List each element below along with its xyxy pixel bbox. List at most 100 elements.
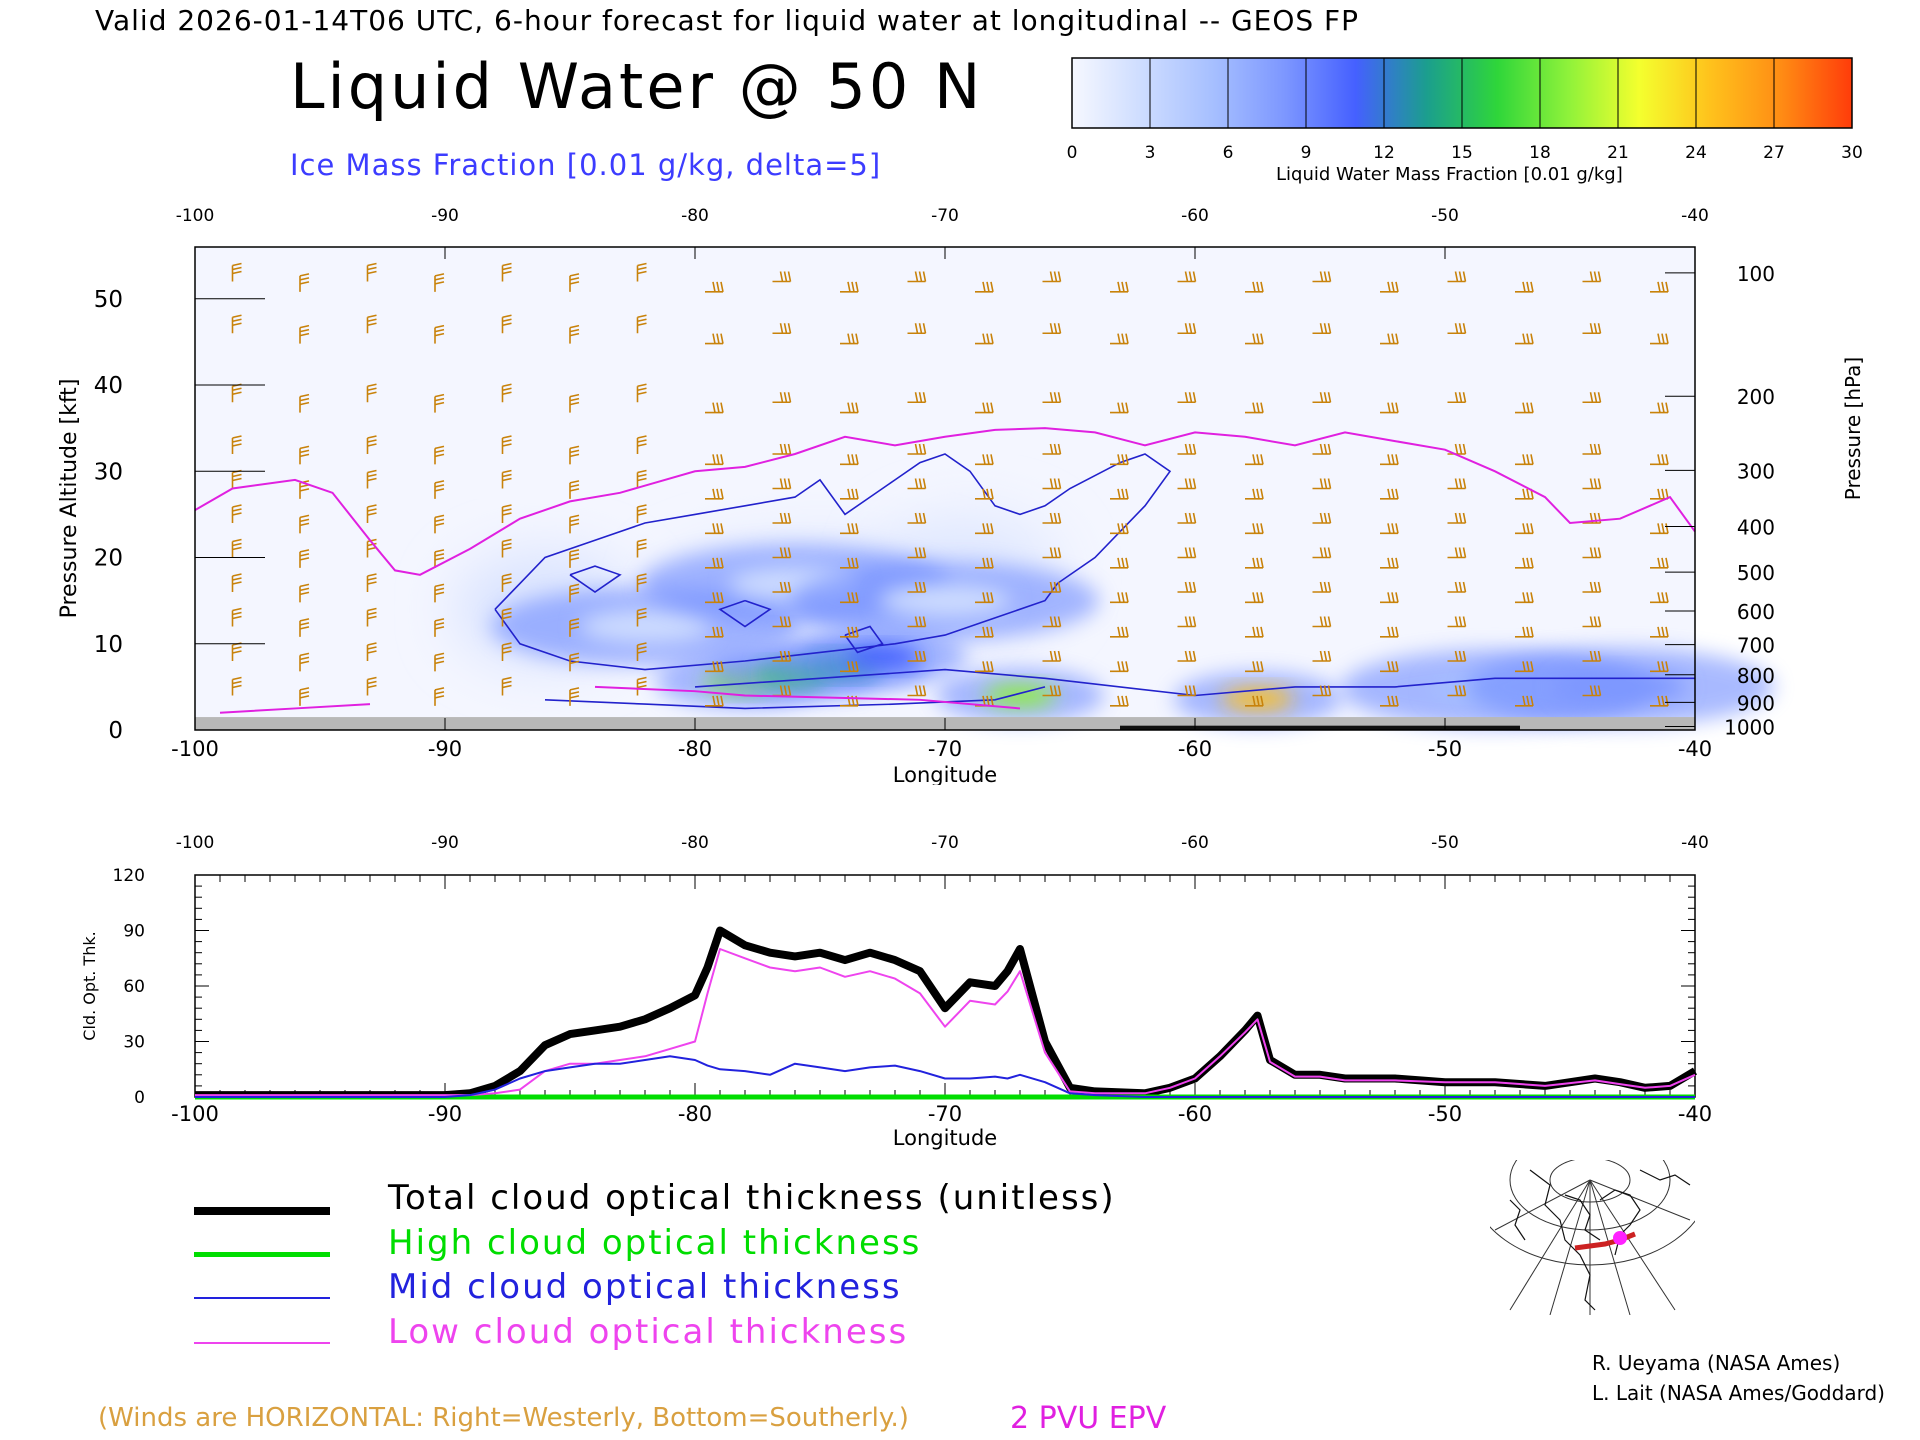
wind-barb bbox=[907, 323, 927, 335]
wind-barb bbox=[231, 676, 242, 696]
liquid-water-cross-section: -100 -100 -90 -90 -80 -80 -70 -70 -60 -60 -50 -50 -4… bbox=[57, 206, 1865, 785]
wind-barb bbox=[1380, 333, 1399, 345]
wind-barb bbox=[772, 616, 792, 628]
series-line-3 bbox=[195, 948, 1696, 1097]
x-tick-label: -90 bbox=[428, 737, 462, 761]
x-tick-label: -50 bbox=[1428, 1102, 1462, 1126]
pressure-tick-label: 1000 bbox=[1724, 716, 1775, 740]
wind-barb bbox=[569, 618, 580, 637]
wind-barb bbox=[705, 281, 724, 293]
wind-barb bbox=[501, 262, 512, 282]
wind-barb bbox=[299, 687, 310, 706]
wind-barb bbox=[1110, 281, 1129, 293]
wind-barb bbox=[501, 435, 512, 454]
map-point-marker bbox=[1613, 1231, 1627, 1245]
x-tick-label-top: -100 bbox=[176, 833, 215, 853]
wind-barb bbox=[231, 504, 242, 523]
wind-barb bbox=[907, 512, 927, 524]
colorbar-tick-label: 6 bbox=[1223, 143, 1234, 163]
wind-barb bbox=[840, 333, 859, 345]
colorbar-tick-label: 24 bbox=[1685, 143, 1707, 163]
wind-barb bbox=[1515, 626, 1534, 638]
y-tick-label: 10 bbox=[94, 632, 123, 658]
wind-barb bbox=[1177, 512, 1197, 524]
ice-contour bbox=[494, 453, 1172, 671]
pressure-tick-label: 600 bbox=[1737, 600, 1775, 624]
wind-barb bbox=[1110, 523, 1129, 535]
wind-barb bbox=[1650, 333, 1669, 345]
wind-barb bbox=[1312, 478, 1332, 490]
pressure-tick-label: 500 bbox=[1737, 561, 1775, 585]
wind-barb bbox=[1447, 616, 1467, 628]
wind-barb bbox=[772, 271, 792, 283]
x-tick-label-top: -100 bbox=[176, 206, 215, 226]
wind-barb bbox=[1312, 512, 1332, 524]
legend-label-total: Total cloud optical thickness (unitless) bbox=[388, 1178, 1116, 1218]
wind-barb bbox=[231, 262, 242, 282]
wind-barb bbox=[1177, 616, 1197, 628]
wind-barb bbox=[1042, 392, 1062, 404]
x-tick-label: -40 bbox=[1678, 1102, 1712, 1126]
legend-label-low: Low cloud optical thickness bbox=[388, 1312, 909, 1352]
wind-barb bbox=[772, 443, 792, 455]
wind-barb bbox=[501, 314, 512, 334]
wind-barb bbox=[1447, 271, 1467, 283]
wind-barb bbox=[1312, 547, 1332, 559]
wind-barb bbox=[975, 281, 994, 293]
x-tick-label: -40 bbox=[1678, 737, 1712, 761]
x-axis-label: Longitude bbox=[893, 763, 997, 785]
wind-barb bbox=[975, 557, 994, 569]
wind-barb bbox=[636, 469, 647, 489]
wind-barb bbox=[434, 445, 445, 465]
x-tick-label-top: -50 bbox=[1431, 833, 1459, 853]
wind-barb bbox=[1110, 333, 1129, 345]
wind-barb bbox=[1515, 661, 1534, 673]
wind-barb bbox=[772, 650, 792, 662]
wind-barb bbox=[1245, 333, 1264, 345]
pressure-tick-label: 800 bbox=[1737, 664, 1775, 688]
y-axis-label: Pressure Altitude [kft] bbox=[57, 379, 82, 619]
wind-barb bbox=[1312, 443, 1332, 455]
wind-barb bbox=[1110, 695, 1129, 707]
legend-label-high: High cloud optical thickness bbox=[388, 1223, 922, 1263]
ice-contour bbox=[718, 599, 772, 628]
pressure-tick-label: 700 bbox=[1737, 634, 1775, 658]
wind-barb bbox=[636, 607, 647, 627]
wind-barb bbox=[772, 323, 792, 335]
x-axis-label: Longitude bbox=[893, 1126, 997, 1150]
wind-barb bbox=[569, 583, 580, 603]
wind-barb bbox=[434, 618, 445, 637]
wind-barb bbox=[636, 504, 647, 523]
y-tick-label: 50 bbox=[94, 287, 123, 313]
x-tick-label-top: -60 bbox=[1181, 833, 1209, 853]
wind-barb bbox=[366, 676, 377, 696]
cloud-optical-thickness-chart: -100 -100 -90 -90 -80 -80 -70 -70 -60 -60 -50 -50 -4… bbox=[80, 833, 1712, 1150]
x-tick-label: -100 bbox=[171, 737, 219, 761]
x-tick-label: -80 bbox=[678, 1102, 712, 1126]
colorbar-tick-label: 0 bbox=[1067, 143, 1078, 163]
wind-barb bbox=[1042, 323, 1062, 335]
wind-barb bbox=[907, 616, 927, 628]
wind-barb bbox=[1447, 512, 1467, 524]
wind-barb bbox=[1042, 443, 1062, 455]
wind-barb bbox=[840, 557, 859, 569]
wind-barb bbox=[366, 607, 377, 627]
x-tick-label-top: -80 bbox=[681, 833, 709, 853]
wind-barb bbox=[1042, 271, 1062, 283]
legend-swatch-mid bbox=[194, 1297, 330, 1299]
y-tick-label: 0 bbox=[108, 718, 123, 744]
wind-barb bbox=[366, 469, 377, 489]
wind-barb bbox=[1650, 402, 1669, 414]
series-line-2 bbox=[195, 1055, 1695, 1098]
wind-barb bbox=[366, 504, 377, 523]
wind-barb bbox=[1515, 402, 1534, 414]
wind-barb bbox=[434, 583, 445, 603]
epv-2pvu-line bbox=[194, 427, 1696, 576]
y-tick-label: 30 bbox=[123, 1033, 145, 1053]
wind-barb bbox=[434, 480, 445, 499]
y-tick-label: 40 bbox=[94, 373, 123, 399]
credit-line-2: L. Lait (NASA Ames/Goddard) bbox=[1592, 1381, 1885, 1405]
ice-contour bbox=[844, 625, 884, 654]
wind-barb bbox=[501, 469, 512, 489]
wind-barb bbox=[772, 478, 792, 490]
